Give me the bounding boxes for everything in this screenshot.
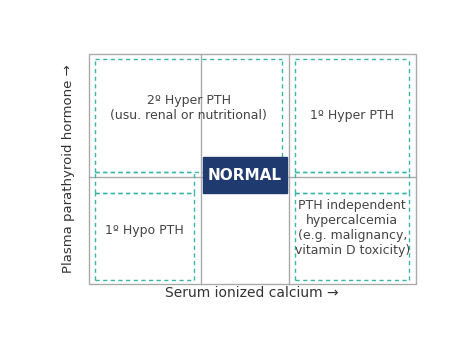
Text: 1º Hyper PTH: 1º Hyper PTH: [310, 109, 394, 122]
Text: Serum ionized calcium →: Serum ionized calcium →: [165, 286, 339, 300]
FancyBboxPatch shape: [202, 157, 287, 193]
Text: 1º Hypo PTH: 1º Hypo PTH: [105, 224, 184, 237]
Text: 2º Hyper PTH
(usu. renal or nutritional): 2º Hyper PTH (usu. renal or nutritional): [110, 94, 267, 122]
Text: Plasma parathyroid hormone →: Plasma parathyroid hormone →: [62, 65, 75, 273]
Text: PTH independent
hypercalcemia
(e.g. malignancy,
vitamin D toxicity): PTH independent hypercalcemia (e.g. mali…: [294, 199, 410, 257]
Text: NORMAL: NORMAL: [208, 168, 282, 183]
